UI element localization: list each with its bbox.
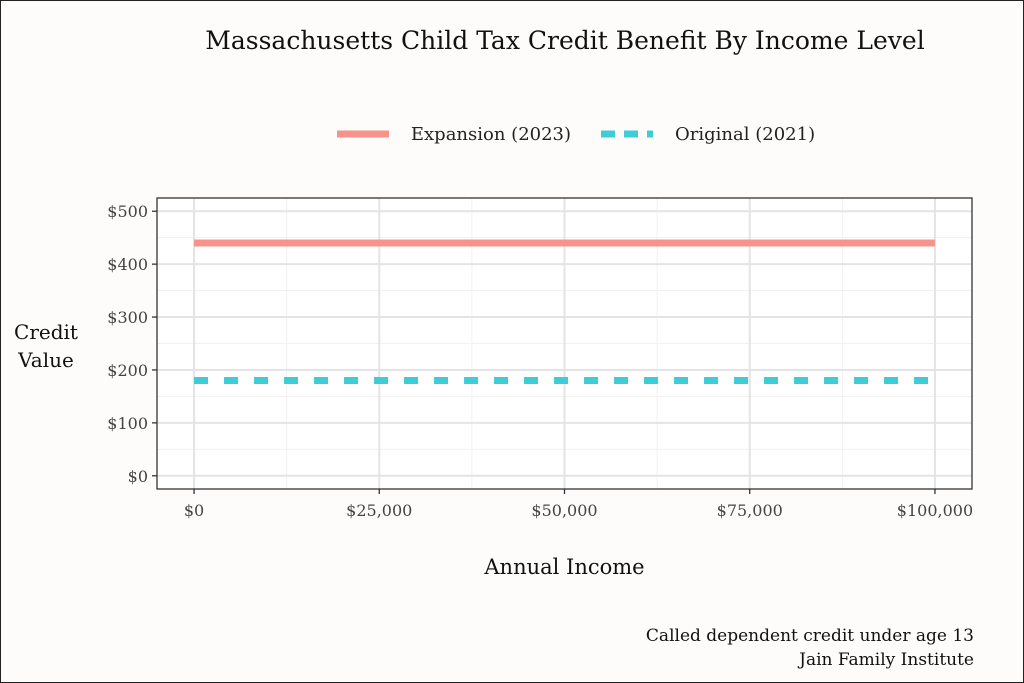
y-tick-label: $300 (107, 308, 148, 327)
x-axis-label: Annual Income (484, 555, 645, 579)
x-tick-label: $50,000 (531, 501, 597, 520)
x-tick-label: $25,000 (346, 501, 412, 520)
y-tick-label: $100 (107, 414, 148, 433)
legend-key-original (601, 130, 654, 138)
x-tick-label: $100,000 (897, 501, 973, 520)
caption: Called dependent credit under age 13 Jai… (646, 624, 974, 672)
y-axis-label: Credit Value (14, 320, 78, 372)
legend-label-original: Original (2021) (675, 123, 816, 145)
caption-line-2: Jain Family Institute (799, 650, 974, 670)
legend: Expansion (2023) Original (2021) (0, 120, 1024, 148)
x-tick-label: $75,000 (717, 501, 783, 520)
y-tick-label: $200 (107, 361, 148, 380)
y-tick-label: $400 (107, 255, 148, 274)
legend-item-expansion: Expansion (2023) (335, 120, 571, 148)
legend-item-original: Original (2021) (599, 120, 815, 148)
caption-line-1: Called dependent credit under age 13 (645, 626, 974, 646)
legend-label-expansion: Expansion (2023) (410, 123, 572, 145)
legend-key-expansion (336, 130, 389, 138)
chart-title: Massachusetts Child Tax Credit Benefit B… (205, 26, 925, 55)
y-tick-label: $0 (128, 467, 148, 486)
x-tick-label: $0 (184, 501, 204, 520)
y-tick-label: $500 (107, 202, 148, 221)
